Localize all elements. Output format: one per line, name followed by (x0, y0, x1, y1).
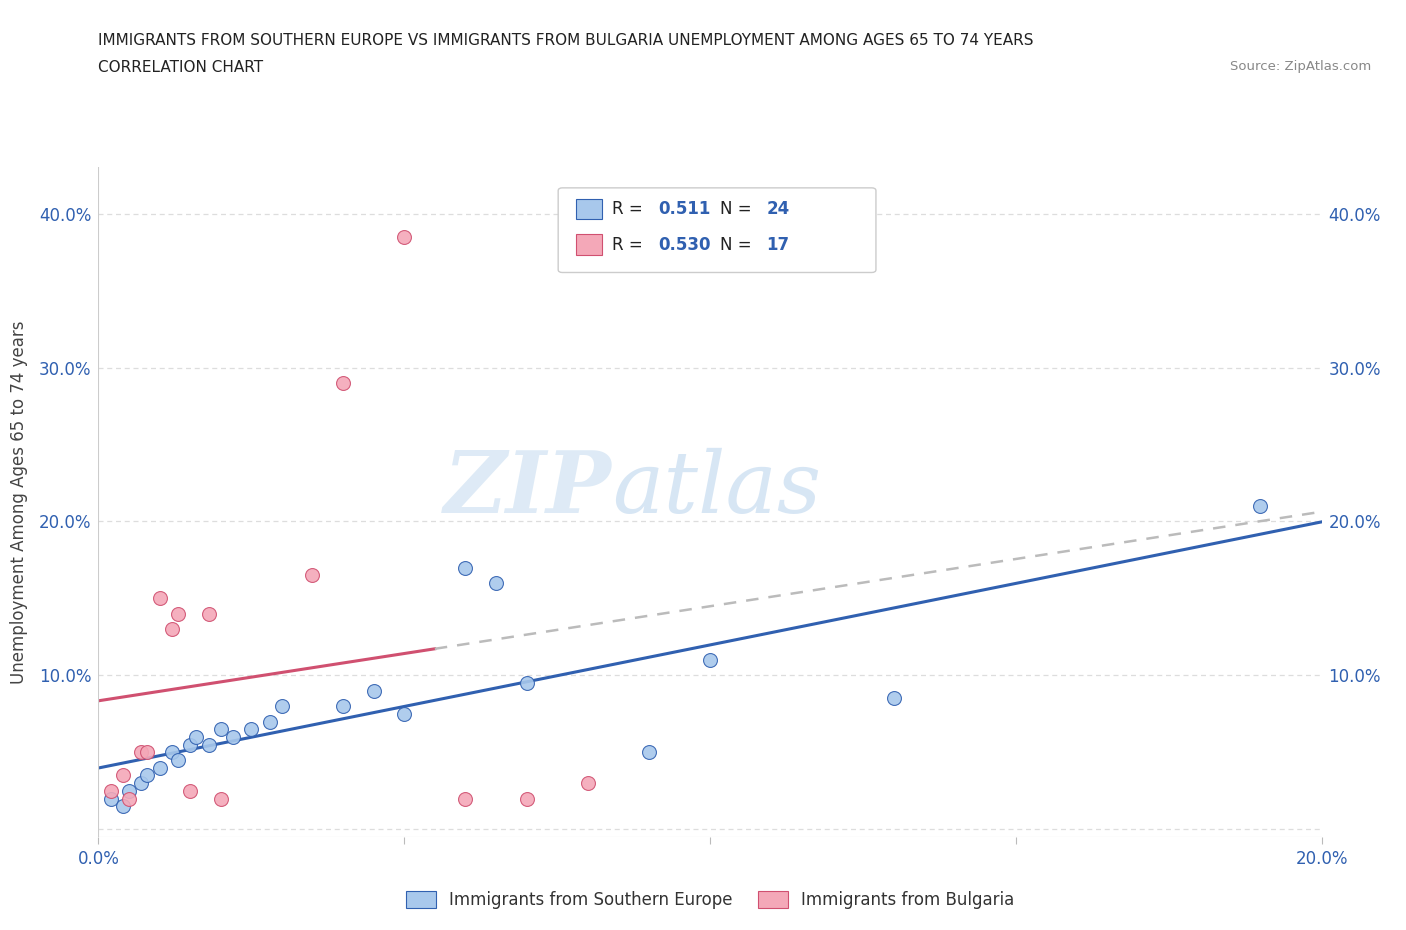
Y-axis label: Unemployment Among Ages 65 to 74 years: Unemployment Among Ages 65 to 74 years (10, 321, 28, 684)
Point (301, 568, 323, 583)
Point (699, 653, 721, 668)
Point (516, 675, 538, 690)
Point (136, 768, 159, 783)
Point (160, 745, 183, 760)
Point (197, 606, 219, 621)
Point (576, 776, 599, 790)
Point (179, 783, 201, 798)
Point (149, 591, 172, 605)
Point (259, 714, 281, 729)
Point (637, 745, 661, 760)
Point (136, 745, 159, 760)
Point (392, 229, 416, 244)
Text: N =: N = (720, 235, 756, 254)
Point (222, 729, 245, 744)
Point (111, 768, 134, 783)
Text: 0.511: 0.511 (658, 200, 710, 219)
Point (883, 691, 905, 706)
Point (454, 791, 477, 806)
Point (100, 783, 122, 798)
Point (118, 791, 141, 806)
Point (179, 737, 201, 752)
Point (129, 776, 152, 790)
Text: ZIP: ZIP (444, 447, 612, 530)
Point (392, 707, 416, 722)
Text: N =: N = (720, 200, 756, 219)
Point (197, 737, 219, 752)
Point (167, 752, 190, 767)
Point (129, 745, 152, 760)
Text: Source: ZipAtlas.com: Source: ZipAtlas.com (1230, 60, 1371, 73)
Text: atlas: atlas (612, 447, 821, 530)
Point (485, 576, 508, 591)
Point (209, 791, 232, 806)
Text: IMMIGRANTS FROM SOUTHERN EUROPE VS IMMIGRANTS FROM BULGARIA UNEMPLOYMENT AMONG A: IMMIGRANTS FROM SOUTHERN EUROPE VS IMMIG… (98, 33, 1033, 47)
Point (454, 560, 477, 575)
Point (167, 606, 190, 621)
Text: 0.530: 0.530 (658, 235, 710, 254)
Point (332, 376, 354, 391)
Text: 24: 24 (766, 200, 790, 219)
Point (100, 791, 122, 806)
Point (118, 783, 141, 798)
Legend: Immigrants from Southern Europe, Immigrants from Bulgaria: Immigrants from Southern Europe, Immigra… (399, 884, 1021, 916)
Point (332, 698, 354, 713)
Point (186, 729, 208, 744)
Point (516, 791, 538, 806)
Point (1249, 498, 1271, 513)
Text: CORRELATION CHART: CORRELATION CHART (98, 60, 263, 75)
Text: 17: 17 (766, 235, 789, 254)
Point (240, 722, 263, 737)
Point (149, 761, 172, 776)
Point (209, 722, 232, 737)
Point (111, 799, 134, 814)
Point (270, 698, 292, 713)
Point (160, 622, 183, 637)
Point (363, 684, 385, 698)
Text: R =: R = (612, 200, 648, 219)
Text: R =: R = (612, 235, 648, 254)
